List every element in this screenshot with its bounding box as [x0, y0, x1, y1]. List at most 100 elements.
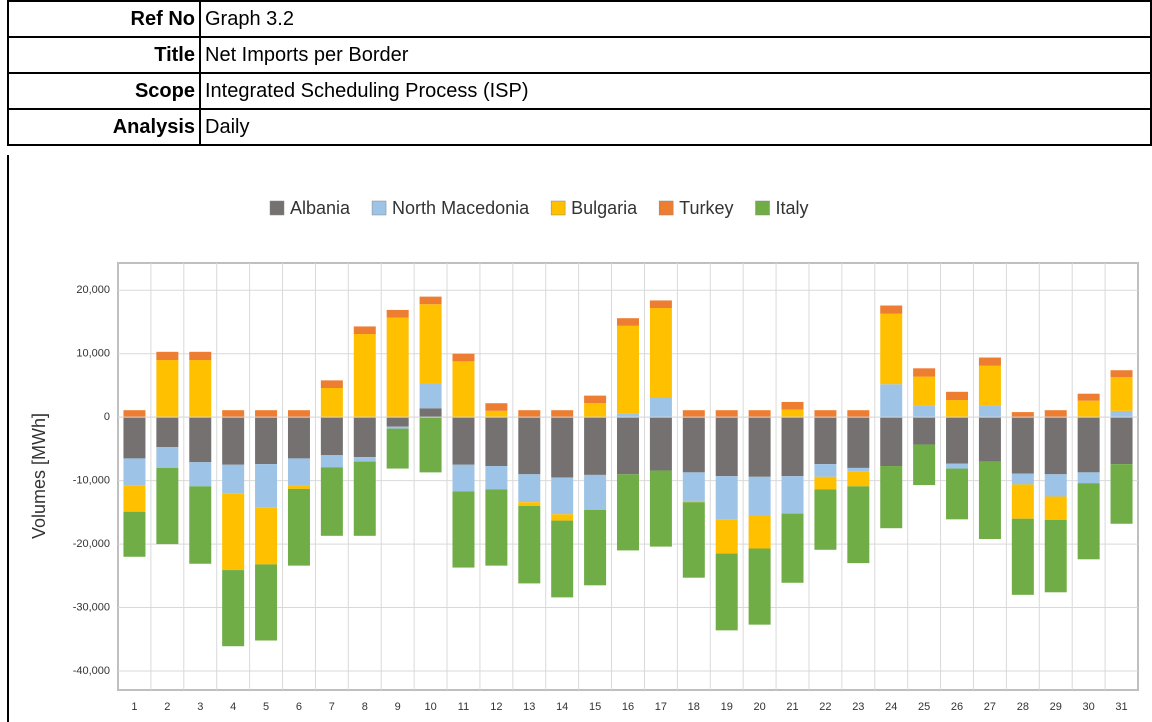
bar-segment: [189, 486, 212, 564]
bar-segment: [814, 417, 837, 465]
bar-segment: [748, 476, 771, 516]
bar-segment: [847, 471, 870, 487]
x-tick-label: 29: [1050, 701, 1062, 713]
bar-segment: [748, 548, 771, 625]
bar-segment: [584, 403, 607, 418]
bar-segment: [649, 470, 672, 547]
bar-segment: [156, 417, 179, 447]
x-tick-label: 28: [1017, 701, 1029, 713]
bar-segment: [386, 417, 409, 427]
bar-segment: [255, 564, 278, 641]
legend-label: Albania: [290, 198, 351, 218]
bar-segment: [880, 466, 903, 529]
header-value: Integrated Scheduling Process (ISP): [199, 72, 1152, 110]
bar-segment: [781, 409, 804, 418]
bar-segment: [1044, 496, 1067, 520]
y-tick-label: 0: [104, 411, 110, 423]
bar-segment: [1011, 417, 1034, 474]
bar-segment: [715, 417, 738, 477]
bar-segment: [978, 417, 1001, 462]
x-tick-label: 23: [852, 701, 864, 713]
bar-segment: [814, 489, 837, 550]
x-tick-label: 9: [395, 701, 401, 713]
bar-segment: [1044, 519, 1067, 593]
bar-segment: [649, 300, 672, 309]
bar-segment: [880, 305, 903, 314]
bar-segment: [617, 474, 639, 551]
y-axis-label: Volumes [MWh]: [29, 413, 49, 539]
bar-segment: [748, 515, 771, 549]
bar-segment: [518, 474, 541, 503]
bar-segment: [978, 405, 1001, 418]
header-row: Title Net Imports per Border: [7, 36, 1152, 74]
x-tick-label: 1: [131, 701, 137, 713]
bar-segment: [386, 426, 409, 429]
bar-segment: [1077, 400, 1100, 418]
bar-segment: [682, 500, 705, 503]
bar-segment: [123, 458, 146, 486]
bar-segment: [156, 351, 179, 361]
x-tick-label: 26: [951, 701, 963, 713]
bar-segment: [1011, 484, 1034, 519]
bar-segment: [649, 397, 672, 418]
bar-segment: [189, 417, 212, 463]
bar-segment: [617, 417, 639, 475]
bar-segment: [880, 417, 903, 467]
bar-segment: [189, 351, 212, 361]
bar-segment: [485, 410, 508, 418]
bar-segment: [1077, 472, 1100, 484]
x-tick-label: 10: [424, 701, 436, 713]
x-tick-label: 11: [458, 701, 469, 713]
bar-segment: [814, 410, 837, 418]
bar-segment: [715, 553, 738, 631]
bar-segment: [287, 458, 310, 486]
bar-segment: [189, 462, 212, 487]
bar-segment: [485, 489, 508, 566]
bar-segment: [551, 520, 574, 598]
bar-segment: [419, 304, 442, 384]
x-tick-label: 4: [230, 701, 236, 713]
bar-segment: [320, 455, 343, 468]
bar-segment: [320, 467, 343, 536]
bar-segment: [584, 395, 607, 404]
bar-segment: [946, 391, 969, 401]
x-tick-label: 7: [329, 701, 335, 713]
bar-segment: [814, 464, 837, 477]
bar-segment: [551, 477, 574, 515]
bar-segment: [1077, 393, 1100, 401]
bar-segment: [255, 410, 278, 418]
bar-segment: [1011, 518, 1034, 595]
bar-segment: [1011, 473, 1034, 485]
header-value: Graph 3.2: [199, 0, 1152, 38]
bar-segment: [913, 376, 936, 406]
legend-swatch: [550, 200, 566, 216]
bar-segment: [419, 383, 442, 409]
bar-segment: [880, 384, 903, 418]
bar-segment: [1110, 410, 1133, 418]
bar-segment: [386, 428, 409, 469]
header-row: Scope Integrated Scheduling Process (ISP): [7, 72, 1152, 110]
x-tick-label: 18: [688, 701, 700, 713]
plot-frame: [117, 262, 1139, 691]
header-label: Analysis: [7, 108, 201, 146]
bar-segment: [880, 313, 903, 385]
bar-segment: [452, 464, 475, 492]
y-tick-label: -30,000: [73, 601, 110, 613]
bar-segment: [1110, 464, 1133, 524]
bar-segment: [123, 410, 146, 418]
bar-segment: [518, 506, 541, 584]
legend-swatch: [658, 200, 674, 216]
bar-segment: [847, 417, 870, 468]
bar-segment: [222, 570, 245, 647]
bar-segment: [222, 417, 245, 465]
x-tick-label: 22: [819, 701, 831, 713]
bar-segment: [913, 405, 936, 418]
bar-segment: [419, 296, 442, 305]
bar-segment: [1044, 474, 1067, 497]
bar-segment: [649, 417, 672, 471]
bar-segment: [814, 476, 837, 490]
bar-segment: [682, 472, 705, 501]
bar-segment: [1110, 417, 1133, 465]
